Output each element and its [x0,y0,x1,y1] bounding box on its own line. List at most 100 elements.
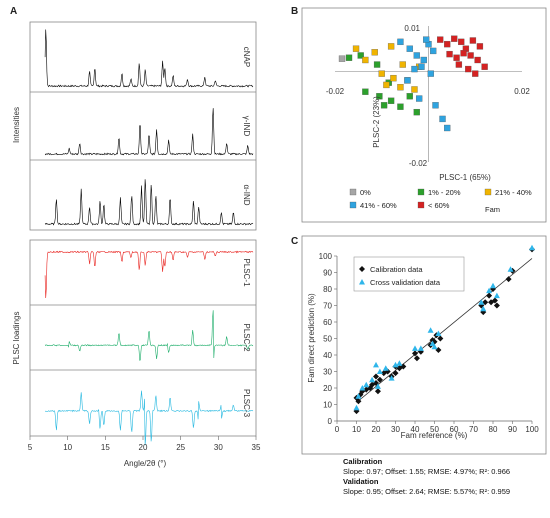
scores-points [338,35,488,132]
score-point [383,81,390,89]
validation-point [435,330,442,337]
calibration-point [505,276,512,283]
validation-point [431,343,438,350]
validation-point [388,375,395,381]
score-point [476,43,484,50]
score-point [446,50,453,58]
score-point [406,45,413,52]
legend-label: 1% - 20% [428,188,461,197]
score-point [338,55,346,62]
score-point [458,38,465,46]
x-tick-label: 100 [525,425,539,434]
y-tick-label: 100 [319,252,333,261]
fit-line [356,258,533,403]
y-tick-label: 10 [323,401,332,410]
score-point [371,49,378,56]
legend-b: 0% 1% - 20% 21% - 40% 41% - 60% < 60% Fam [349,188,532,214]
validation-point [374,383,381,389]
panel-b-frame [301,7,547,223]
legend-marker [359,266,365,272]
validation-point [363,381,370,388]
calibration-point [493,302,500,309]
trace--ind [44,179,254,226]
x-tick-label: 70 [469,425,478,434]
validation-point [376,368,383,374]
score-point [390,74,397,82]
y-tick-label: 70 [323,302,332,311]
validation-title: Validation [343,477,379,486]
calibration-point [412,350,418,357]
score-point [423,36,430,43]
panel-a-top-frame [29,21,257,231]
panel-a-bottom-frame [29,239,257,437]
score-point [404,77,411,84]
score-point [453,54,460,61]
x-tick-label: 30 [391,425,400,434]
trace--ind [44,108,254,156]
validation-point [427,327,434,333]
y-tick-label: 0 [328,417,333,426]
score-point [357,52,364,59]
trace-plsc-2 [44,310,254,361]
validation-point [529,244,535,251]
legend-swatch [349,201,357,209]
y-tick-label: 90 [323,269,332,278]
validation-point [478,299,485,305]
legend-fam: Fam [485,205,500,214]
score-point [387,97,395,104]
x-tick-labels-a: 5 10 15 20 25 30 35 [28,436,261,452]
score-point [437,36,444,43]
legend-label: < 60% [428,201,450,210]
x-axis-label-c: Fam reference (%) [401,431,468,440]
score-point [460,50,467,57]
trace-cnap [44,29,254,88]
validation-point [369,376,376,383]
x-tick-label: 10 [63,443,72,452]
score-point [397,38,404,46]
score-point [352,45,360,52]
panel-c: 0 10 20 30 40 50 60 70 80 90 100 0 10 20 30 40 50 60 70 80 9… [301,235,547,455]
validation-point [429,340,436,346]
validation-point [359,385,366,391]
legend-label: Cross validation data [370,278,441,287]
x-tick-max: 0.02 [514,87,530,96]
y-tick-label: 80 [323,285,332,294]
trace-plsc-1 [44,250,254,299]
calibration-point [376,376,383,383]
score-point [465,65,472,73]
score-point [378,70,385,77]
x-tick-label: 60 [450,425,459,434]
prediction-points [353,244,535,415]
panel-c-frame [301,235,547,455]
score-point [362,88,369,95]
calibration-point [355,398,362,405]
y-tick-label: 60 [323,318,332,327]
score-point [376,93,383,100]
calibration-stats: Slope: 0.97; Offset: 1.55; RMSE: 4.97%; … [343,467,511,476]
panel-label-a: A [10,6,17,17]
trace-label: PLSC-2 [242,323,251,352]
trace-label: α-IND [242,184,251,205]
validation-point [417,345,424,351]
x-tick-label: 90 [508,425,517,434]
legend-marker [359,279,365,285]
score-point [444,124,451,132]
stats-block: Calibration Slope: 0.97; Offset: 1.55; R… [343,457,548,497]
x-tick-label: 50 [430,425,439,434]
calibration-point [413,355,420,362]
score-point [380,102,388,109]
trace-label: PLSC-1 [242,258,251,287]
validation-point [493,292,500,299]
score-point [406,93,413,100]
trace-plsc-3 [44,390,254,446]
x-tick-label: 5 [28,443,33,452]
panel-a: cNAP γ-IND α-IND PLSC-1 PLSC-2 PLSC-3 Intensi… [12,21,261,468]
x-tick-label: 35 [252,443,261,452]
validation-point [486,287,493,294]
y-tick-label: 30 [323,368,332,377]
score-point [432,102,439,109]
x-tick-label: 40 [411,425,420,434]
calibration-point [374,388,381,395]
panel-label-b: B [291,6,298,17]
score-point [451,35,458,42]
